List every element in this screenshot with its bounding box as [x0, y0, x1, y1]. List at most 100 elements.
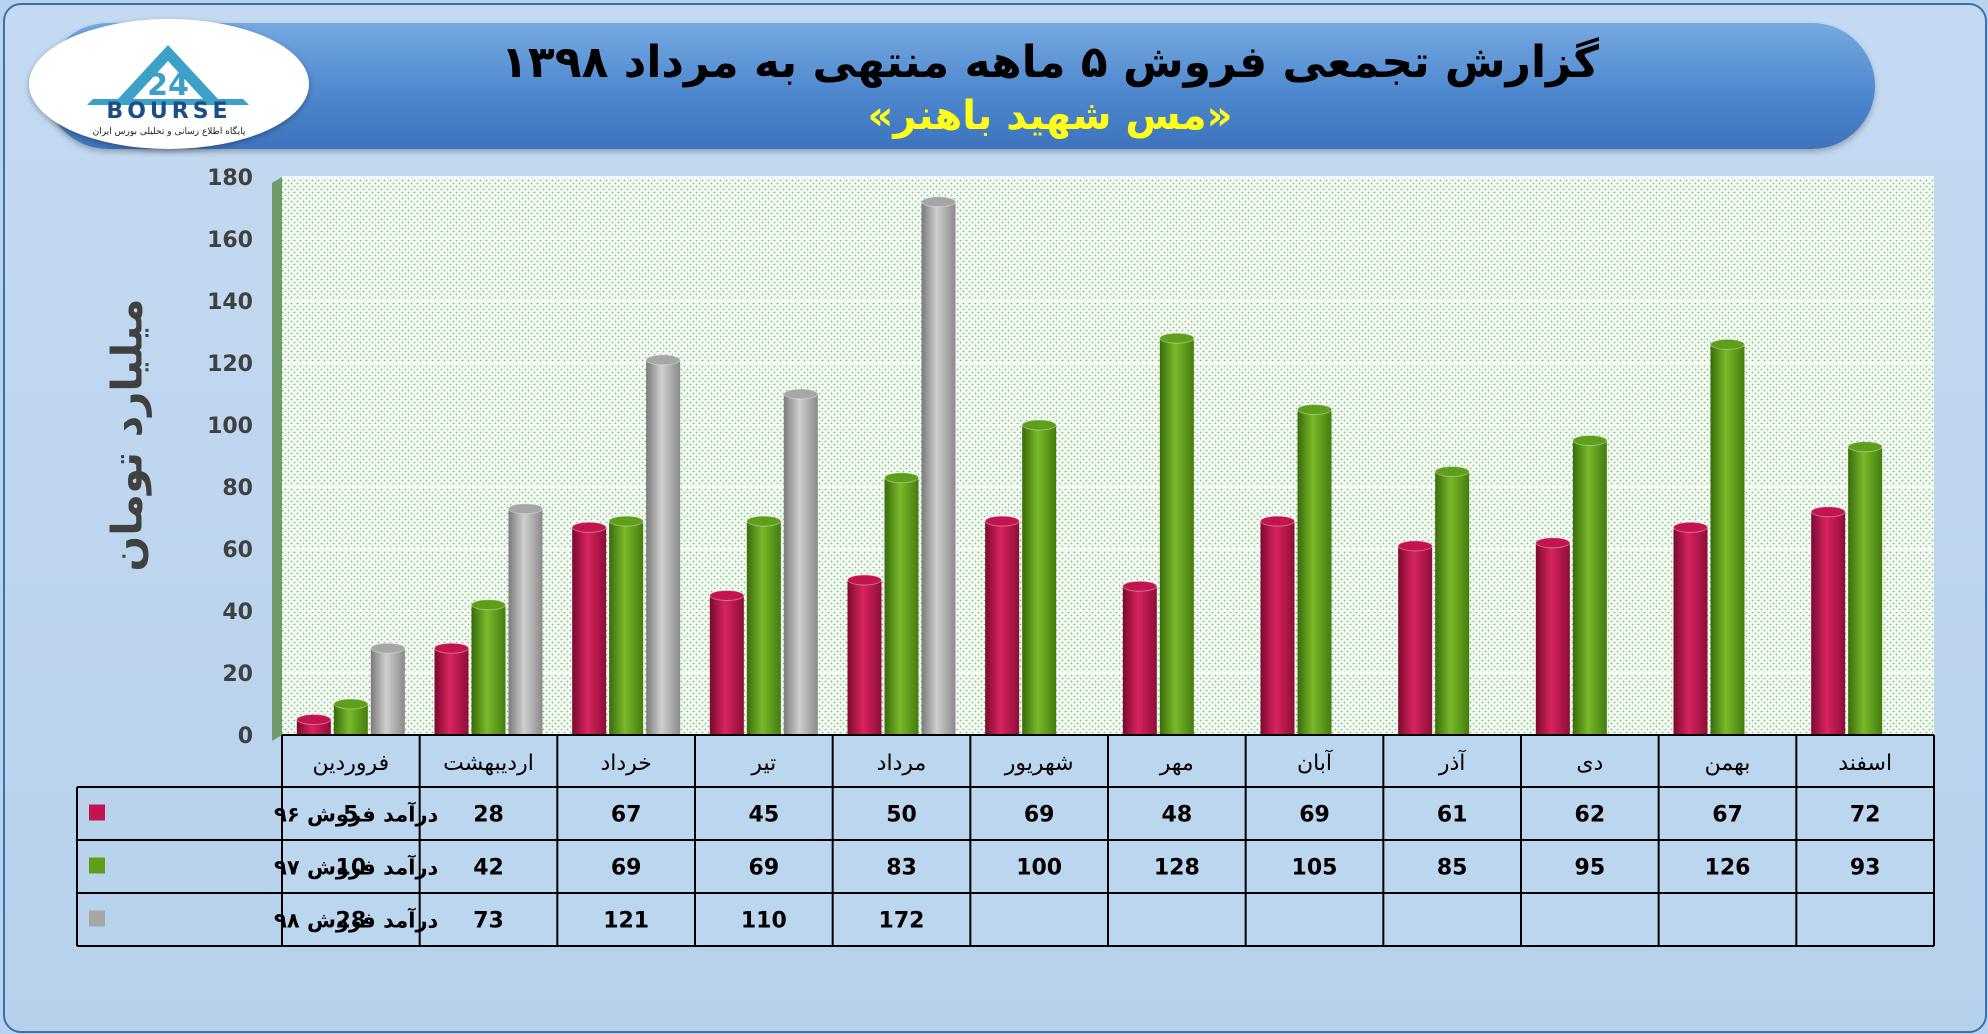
bar — [471, 599, 506, 740]
bar-top — [847, 574, 882, 586]
bar-top — [709, 590, 745, 601]
bar — [1710, 338, 1745, 740]
bar-body — [746, 521, 781, 735]
bar — [1810, 506, 1846, 740]
bar-body — [1159, 338, 1194, 735]
legend-swatch — [89, 910, 105, 927]
bar-top — [1397, 540, 1433, 552]
bar-top — [1847, 441, 1883, 453]
data-label: 28 — [473, 803, 504, 828]
svg-text:24: 24 — [147, 68, 189, 103]
bar-top — [746, 515, 782, 527]
title-banner: گزارش تجمعی فروش ۵ ماهه منتهی به مرداد ۱… — [45, 23, 1875, 149]
data-label: 172 — [879, 909, 925, 934]
bar-top — [884, 472, 919, 484]
category-label: بهمن — [1705, 751, 1751, 776]
bar-body — [1260, 521, 1295, 735]
category-label: خرداد — [600, 751, 651, 776]
data-label: 85 — [1437, 856, 1468, 881]
category-label: آبان — [1297, 749, 1333, 776]
bar-top — [984, 515, 1020, 527]
legend-swatch — [89, 804, 105, 821]
company-name: «مس شهید باهنر» — [867, 93, 1233, 139]
bar — [1397, 540, 1433, 740]
category-label: مهر — [1159, 751, 1194, 776]
legend-label: درآمد فروش ۹۸ — [274, 908, 439, 933]
bar-top — [434, 642, 469, 654]
data-label: 69 — [1299, 803, 1330, 828]
data-table: فروردین اردیبهشت خرداد تیر مرداد شهریور مهر آبا… — [76, 734, 1935, 947]
bar — [645, 354, 681, 740]
data-label: 100 — [1016, 856, 1062, 881]
y-tick-label: 0 — [238, 724, 253, 749]
category-label: دی — [1576, 751, 1603, 776]
bar-top — [508, 503, 543, 515]
bar — [434, 642, 469, 740]
bourse-logo: 24 BOURSE پایگاه اطلاع رسانی و تحلیلی بو… — [29, 19, 309, 149]
bar — [1572, 435, 1608, 740]
bar-top — [1673, 521, 1708, 533]
data-label: 67 — [611, 803, 642, 828]
bar-body — [1435, 471, 1470, 735]
sales-chart: 0 20 40 60 80 100 120 140 160 180 فروردین اردیبهشت… — [76, 166, 1935, 947]
data-label: 45 — [749, 803, 780, 828]
bar-body — [1398, 545, 1433, 735]
y-tick-label: 160 — [207, 228, 253, 253]
bar-top — [1710, 338, 1745, 350]
bar — [884, 472, 919, 740]
bar-body — [884, 477, 919, 735]
legend-label: درآمد فروش ۹۷ — [274, 855, 439, 880]
bar-top — [1434, 466, 1470, 477]
y-tick-label: 60 — [222, 538, 253, 563]
data-label: 10 — [336, 856, 367, 881]
data-label: 83 — [886, 856, 917, 881]
bar-top — [1572, 435, 1608, 446]
data-label: 48 — [1162, 803, 1193, 828]
y-tick-label: 20 — [222, 662, 253, 687]
bar — [508, 503, 543, 740]
category-label: مرداد — [877, 751, 927, 776]
data-label: 69 — [611, 856, 642, 881]
bar-top — [1122, 580, 1158, 592]
category-label: آذر — [1438, 749, 1466, 776]
y-tick-label: 180 — [207, 166, 253, 191]
bar-top — [1159, 332, 1195, 344]
bar-body — [847, 580, 882, 735]
category-label: اردیبهشت — [443, 751, 534, 776]
bar-top — [471, 599, 506, 611]
data-label: 61 — [1437, 803, 1468, 828]
bar — [571, 521, 607, 740]
bar-body — [1535, 542, 1570, 735]
report-frame: گزارش تجمعی فروش ۵ ماهه منتهی به مرداد ۱… — [3, 3, 1987, 1033]
plot-area — [272, 177, 1934, 741]
data-label: 67 — [1712, 803, 1743, 828]
report-title: گزارش تجمعی فروش ۵ ماهه منتهی به مرداد ۱… — [501, 37, 1599, 88]
bar — [1847, 441, 1883, 740]
bar-top — [1535, 537, 1571, 549]
bar-body — [1297, 409, 1332, 735]
bar — [746, 515, 782, 740]
bar-body — [508, 508, 543, 735]
data-label: 95 — [1575, 856, 1606, 881]
bar-top — [1021, 419, 1057, 431]
data-label: 28 — [336, 909, 367, 934]
bar-body — [985, 521, 1020, 735]
bar — [370, 642, 406, 740]
bar-body — [1848, 446, 1883, 735]
bar-body — [1122, 586, 1157, 735]
logo-tagline: پایگاه اطلاع رسانی و تحلیلی بورس ایران — [92, 127, 246, 137]
bar-body — [333, 704, 368, 735]
bar-body — [1572, 440, 1607, 735]
plot-background — [282, 177, 1934, 735]
bar — [333, 698, 369, 740]
logo-mark-icon: 24 — [87, 45, 249, 105]
data-label: 105 — [1292, 856, 1338, 881]
category-label: شهریور — [1004, 751, 1074, 776]
bar-body — [1673, 527, 1708, 735]
data-label: 42 — [473, 856, 504, 881]
bar-top — [645, 354, 681, 366]
data-label: 50 — [886, 803, 917, 828]
category-label: فروردین — [313, 751, 390, 776]
bar-top — [333, 698, 369, 710]
bar-body — [921, 201, 956, 736]
